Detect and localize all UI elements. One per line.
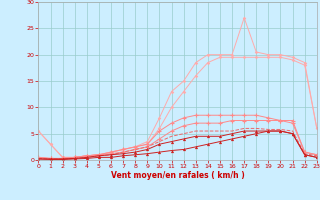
X-axis label: Vent moyen/en rafales ( km/h ): Vent moyen/en rafales ( km/h ) — [111, 171, 244, 180]
